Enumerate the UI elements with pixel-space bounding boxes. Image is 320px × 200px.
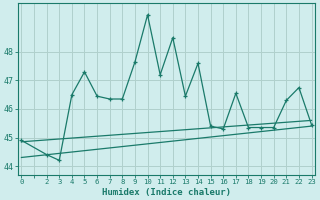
X-axis label: Humidex (Indice chaleur): Humidex (Indice chaleur) <box>102 188 231 197</box>
